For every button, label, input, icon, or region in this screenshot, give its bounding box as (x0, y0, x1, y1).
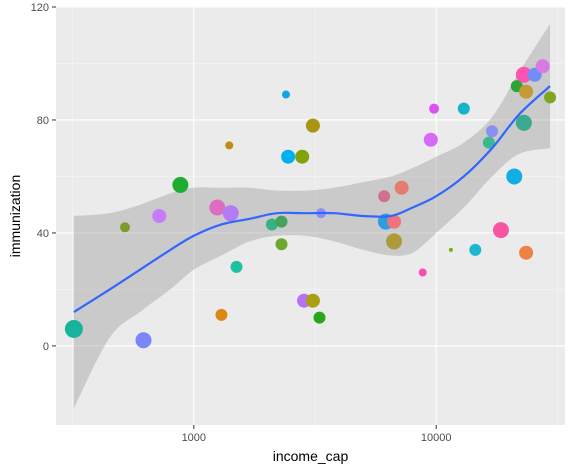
smooth-line (73, 85, 551, 313)
y-tick-label: 0 (43, 341, 49, 353)
data-point (423, 132, 438, 147)
data-point (482, 136, 495, 149)
data-point (378, 190, 391, 203)
data-point (230, 260, 243, 273)
data-point (275, 238, 288, 251)
y-axis: 0 40 80 120 (31, 2, 56, 353)
data-point (305, 293, 320, 308)
data-point (275, 215, 288, 228)
data-point (457, 102, 470, 115)
data-point (265, 218, 278, 231)
data-point (119, 222, 130, 233)
x-tick-label: 1000 (182, 432, 206, 444)
data-point (469, 243, 482, 256)
data-point (394, 180, 409, 195)
data-point (135, 332, 152, 349)
y-tick-label: 120 (31, 2, 49, 14)
data-point (281, 149, 296, 164)
data-point (222, 205, 239, 222)
data-point (506, 168, 523, 185)
data-point (215, 308, 228, 321)
data-point (486, 125, 499, 138)
data-point (209, 199, 226, 216)
data-point (515, 114, 532, 131)
confidence-ribbon (73, 23, 551, 409)
x-axis-title: income_cap (273, 448, 349, 464)
data-point (225, 141, 234, 150)
data-point (281, 90, 290, 99)
data-point (448, 247, 453, 252)
x-tick-label: 10000 (421, 432, 452, 444)
data-point (313, 311, 326, 324)
grid-minor (56, 7, 565, 425)
data-point (152, 209, 167, 223)
data-point (492, 222, 509, 239)
data-point (535, 59, 550, 74)
data-point (305, 118, 320, 133)
data-points (64, 59, 557, 349)
y-tick-label: 40 (37, 228, 49, 240)
y-tick-label: 80 (37, 115, 49, 127)
data-point (386, 233, 403, 250)
data-point (64, 319, 83, 338)
data-point (429, 103, 440, 114)
data-point (515, 66, 532, 83)
data-point (418, 268, 427, 277)
data-point (387, 214, 402, 229)
y-axis-title: immunization (7, 175, 23, 257)
x-axis: 1000 10000 (182, 425, 452, 444)
data-point (295, 149, 310, 164)
data-point (172, 176, 189, 193)
plot-panel (56, 7, 565, 425)
data-point (519, 245, 534, 260)
data-point (544, 91, 557, 104)
data-point (519, 84, 534, 99)
